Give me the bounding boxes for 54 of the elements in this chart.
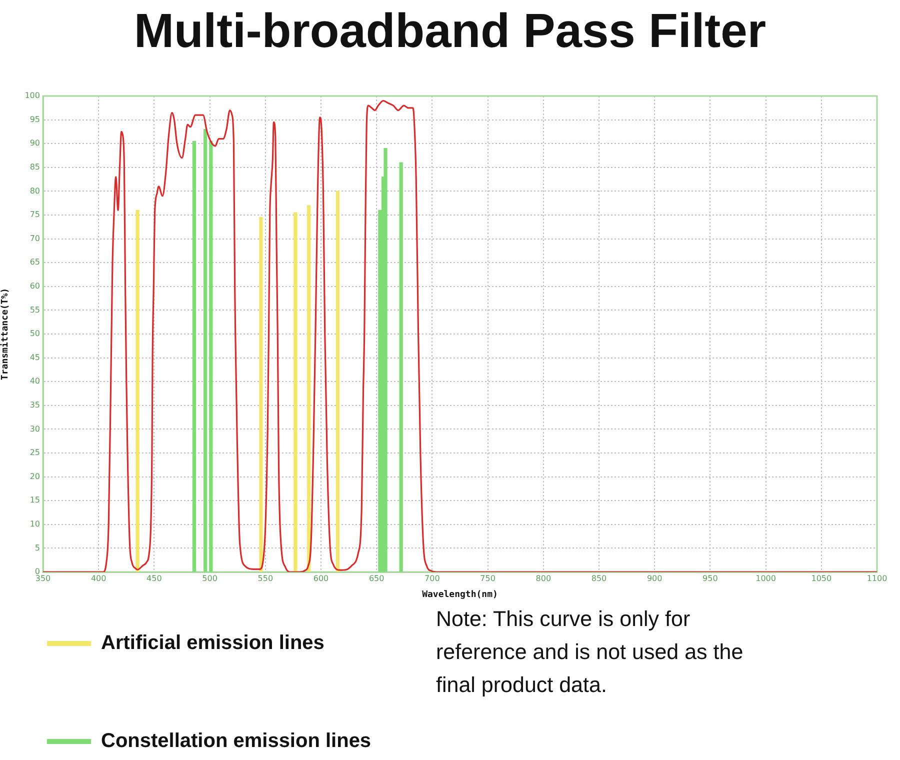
x-tick-label: 600 <box>313 574 329 583</box>
x-tick-label: 950 <box>702 574 718 583</box>
bar <box>259 217 263 572</box>
bar <box>306 205 311 572</box>
bar <box>336 190 340 572</box>
y-tick-label: 0 <box>34 567 40 576</box>
bar <box>384 148 388 572</box>
y-tick-label: 25 <box>30 448 40 458</box>
legend-label: Constellation emission lines <box>101 729 372 753</box>
y-tick-label: 40 <box>30 376 40 386</box>
bar <box>204 128 208 572</box>
y-tick-label: 65 <box>30 258 40 267</box>
y-tick-label: 55 <box>30 305 40 314</box>
x-tick-label: 450 <box>146 574 162 583</box>
bar <box>294 212 298 572</box>
x-tick-label: 700 <box>424 574 440 583</box>
bar <box>209 140 213 572</box>
x-tick-label: 1050 <box>811 574 832 583</box>
x-tick-label: 400 <box>90 574 106 583</box>
x-tick-label: 500 <box>202 574 218 583</box>
bar <box>192 140 196 572</box>
y-tick-label: 10 <box>30 519 40 528</box>
y-tick-label: 70 <box>30 234 40 243</box>
chart-title: Multi-broadband Pass Filter <box>132 4 768 60</box>
x-tick-label: 1100 <box>866 574 888 583</box>
bar <box>399 162 403 572</box>
y-axis-title: Transmittance(T%) <box>0 288 11 380</box>
y-tick-label: 80 <box>30 186 40 196</box>
y-tick-label: 90 <box>30 138 40 148</box>
x-tick-label: 750 <box>480 574 496 583</box>
y-tick-label: 85 <box>30 162 40 172</box>
y-tick-label: 100 <box>24 91 40 100</box>
y-tick-label: 20 <box>30 472 40 481</box>
y-tick-label: 60 <box>30 281 40 290</box>
y-tick-label: 5 <box>34 543 40 552</box>
text: Note: This curve is only for reference and is not used as the final product data. <box>436 606 744 699</box>
x-tick-label: 1000 <box>756 574 776 583</box>
x-tick-label: 550 <box>258 574 274 583</box>
y-tick-label: 45 <box>30 352 40 362</box>
y-tick-label: 30 <box>30 424 40 434</box>
legend-label: Artificial emission lines <box>101 631 324 655</box>
bar <box>136 210 140 572</box>
y-tick-label: 95 <box>30 114 40 124</box>
line-series <box>43 100 877 572</box>
y-tick-label: 35 <box>30 400 40 410</box>
x-tick-label: 900 <box>646 574 662 583</box>
x-axis-title: Wavelength(nm) <box>422 590 498 600</box>
x-tick-label: 650 <box>368 574 384 583</box>
x-tick-label: 350 <box>35 574 51 583</box>
y-tick-label: 75 <box>30 210 40 220</box>
x-tick-label: 800 <box>536 574 552 583</box>
x-tick-label: 850 <box>591 574 607 583</box>
y-tick-label: 50 <box>30 329 40 338</box>
y-tick-label: 15 <box>30 496 40 505</box>
